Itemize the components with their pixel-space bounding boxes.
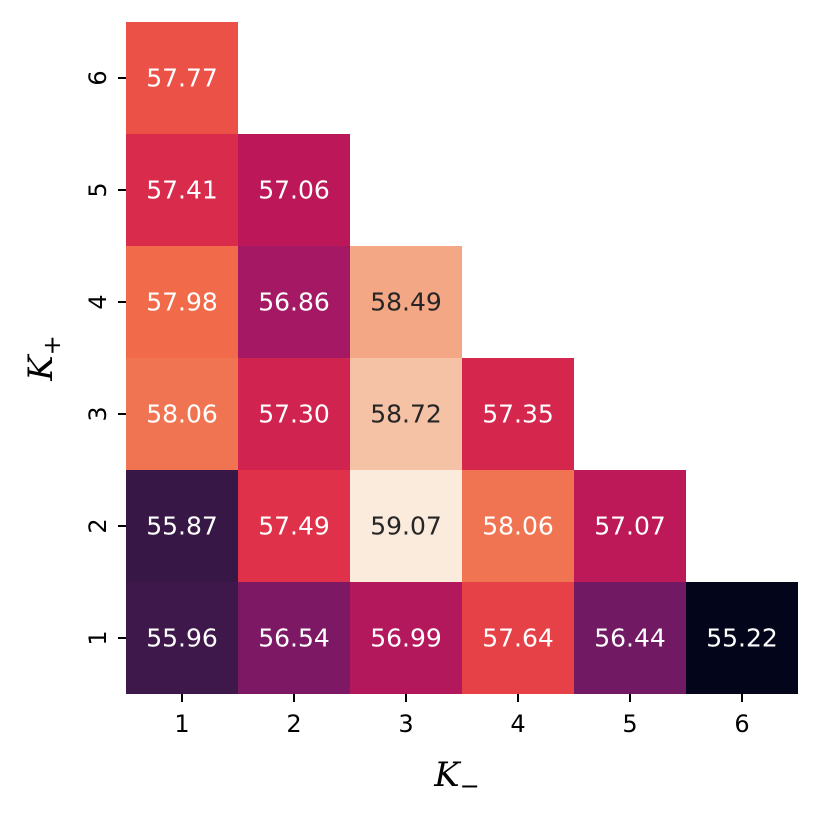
heatmap-cell-label: 57.77 — [146, 64, 218, 93]
x-axis-ticks: 1 2 3 4 5 6 — [174, 694, 750, 738]
heatmap-cell-label: 58.06 — [146, 400, 218, 429]
x-tick-label: 2 — [286, 710, 301, 738]
heatmap-cell-label: 58.72 — [370, 400, 442, 429]
x-tick-label: 3 — [398, 710, 413, 738]
y-tick-label: 4 — [84, 294, 112, 309]
heatmap-cell — [350, 246, 462, 358]
x-tick-label: 4 — [510, 710, 525, 738]
y-tick-label: 6 — [84, 70, 112, 85]
heatmap-cell-label: 58.49 — [370, 288, 442, 317]
heatmap-cell — [126, 358, 238, 470]
heatmap-cell-label: 57.64 — [482, 624, 554, 653]
heatmap-cell — [350, 470, 462, 582]
heatmap-cell-label: 56.44 — [594, 624, 666, 653]
heatmap-cell-label: 55.22 — [706, 624, 778, 653]
heatmap-cell — [126, 470, 238, 582]
heatmap-cell — [462, 358, 574, 470]
heatmap-cell-label: 57.49 — [258, 512, 330, 541]
heatmap-cell — [574, 470, 686, 582]
heatmap-cell-label: 57.98 — [146, 288, 218, 317]
y-tick-label: 5 — [84, 182, 112, 197]
heatmap-cell — [126, 582, 238, 694]
y-axis-label-sub: + — [38, 335, 66, 355]
heatmap-cell-label: 58.06 — [482, 512, 554, 541]
heatmap-cell-label: 57.07 — [594, 512, 666, 541]
heatmap-cell — [238, 246, 350, 358]
heatmap-cell-label: 57.06 — [258, 176, 330, 205]
heatmap-cell — [238, 582, 350, 694]
y-axis-label: K+ — [21, 335, 66, 382]
x-axis-label-sub: − — [460, 772, 480, 800]
x-tick-label: 1 — [174, 710, 189, 738]
x-axis-label-base: K — [433, 755, 462, 795]
heatmap-cell-label: 57.30 — [258, 400, 330, 429]
heatmap-cell-label: 55.87 — [146, 512, 218, 541]
heatmap-cell-label: 56.99 — [370, 624, 442, 653]
heatmap-cell — [238, 470, 350, 582]
heatmap-cell — [462, 582, 574, 694]
y-tick-label: 3 — [84, 406, 112, 421]
heatmap-cell-label: 56.54 — [258, 624, 330, 653]
heatmap-cell — [126, 22, 238, 134]
heatmap-cell — [126, 246, 238, 358]
x-tick-label: 6 — [734, 710, 749, 738]
heatmap-cell — [238, 358, 350, 470]
heatmap-cell — [350, 582, 462, 694]
heatmap-cell — [126, 134, 238, 246]
y-tick-label: 2 — [84, 518, 112, 533]
y-axis-label-base: K — [21, 353, 61, 382]
x-axis-label: K− — [433, 755, 480, 800]
x-tick-label: 5 — [622, 710, 637, 738]
heatmap-cell — [686, 582, 798, 694]
heatmap-cell — [350, 358, 462, 470]
y-axis-ticks: 1 2 3 4 5 6 — [84, 70, 126, 646]
heatmap-cell-label: 57.41 — [146, 176, 218, 205]
heatmap-cells: 55.96 56.54 56.99 57.64 56.44 55.22 55.87 57.49… — [126, 22, 798, 694]
heatmap-cell — [238, 134, 350, 246]
heatmap-cell — [574, 582, 686, 694]
heatmap-cell-label: 56.86 — [258, 288, 330, 317]
heatmap-cell-label: 55.96 — [146, 624, 218, 653]
heatmap-cell-label: 59.07 — [370, 512, 442, 541]
heatmap-cell — [462, 470, 574, 582]
y-tick-label: 1 — [84, 630, 112, 645]
heatmap-cell-label: 57.35 — [482, 400, 554, 429]
